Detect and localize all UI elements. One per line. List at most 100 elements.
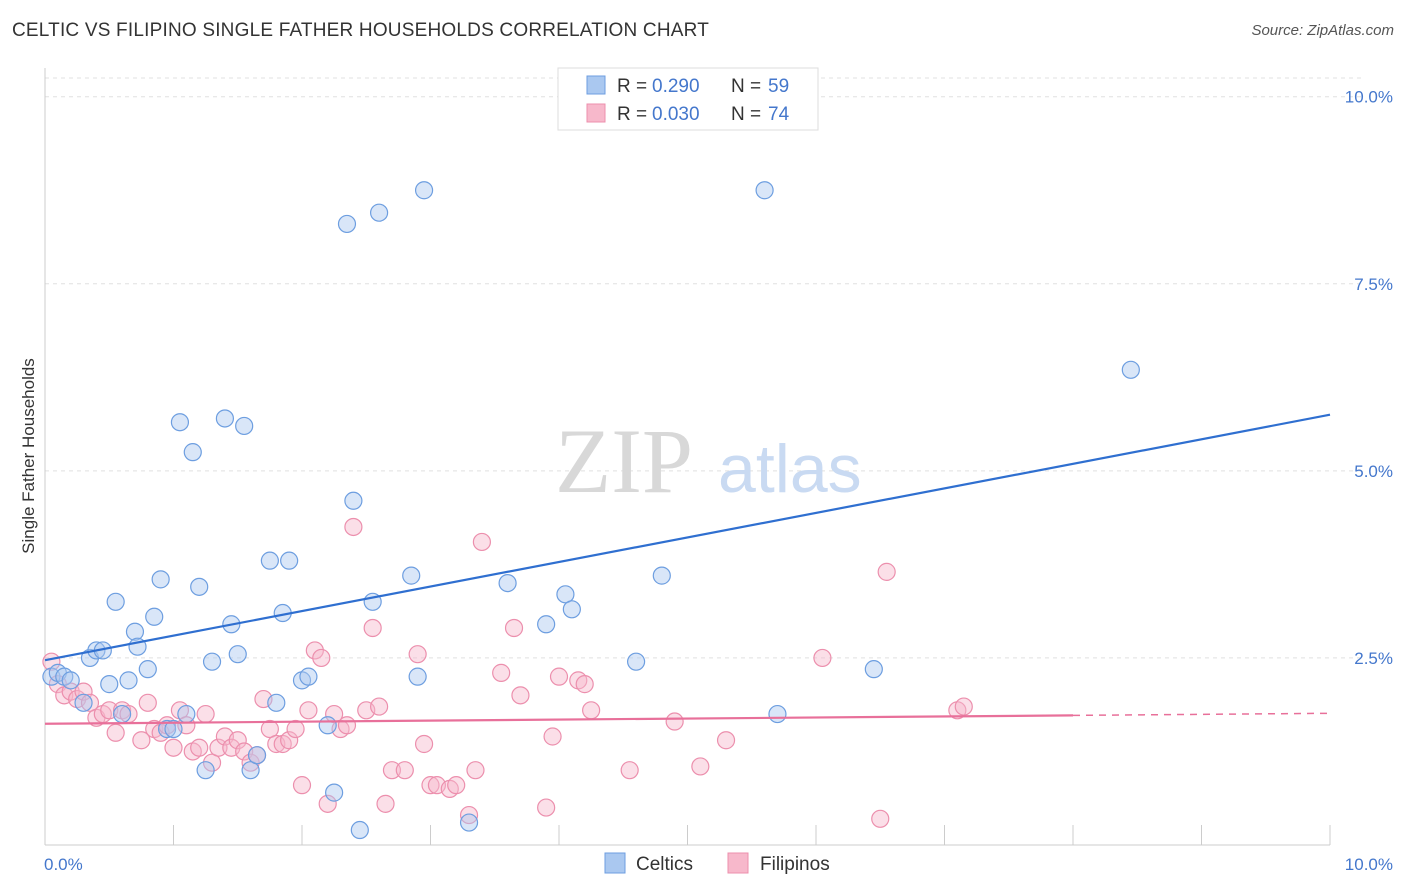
filipinos-point — [280, 731, 299, 750]
celtics-point — [864, 660, 883, 679]
filipinos-point — [370, 697, 389, 716]
filipinos-point — [492, 663, 511, 682]
filipinos-point — [620, 761, 639, 780]
filipinos-point — [138, 693, 157, 712]
filipinos-point — [408, 645, 427, 664]
filipinos-point — [241, 753, 260, 772]
chart-title: CELTIC VS FILIPINO SINGLE FATHER HOUSEHO… — [12, 20, 710, 41]
stats-n-label-filipinos: N = — [731, 104, 761, 125]
stats-r-label-filipinos: R = — [617, 104, 647, 125]
celtics-point — [157, 719, 177, 739]
filipinos-point — [954, 697, 973, 716]
celtics-point — [267, 693, 286, 712]
celtics-point — [151, 570, 170, 589]
legend-label-filipinos: Filipinos — [760, 854, 830, 875]
celtics-point — [325, 783, 344, 802]
celtics-point — [100, 675, 119, 694]
stats-r-value-celtics: 0.290 — [652, 76, 700, 97]
celtics-point — [228, 645, 247, 664]
filipinos-point — [106, 723, 125, 742]
filipinos-point — [202, 753, 222, 772]
x-tick-label: 10.0% — [1345, 855, 1393, 874]
filipinos-point — [164, 738, 183, 757]
filipinos-point — [382, 761, 402, 780]
y-axis-label: Single Father Households — [19, 358, 38, 554]
legend-swatch-filipinos — [727, 852, 749, 874]
y-tick-label: 2.5% — [1354, 649, 1393, 668]
filipinos-point — [447, 776, 466, 795]
filipinos-trend-line-dashed — [1072, 712, 1331, 717]
celtics-point — [562, 600, 581, 619]
filipinos-point — [292, 776, 312, 795]
celtics-point — [74, 693, 93, 712]
celtics-point — [215, 409, 234, 428]
filipinos-point — [472, 532, 491, 552]
celtics-point — [344, 491, 363, 510]
filipinos-point — [549, 667, 569, 686]
celtics-point — [177, 704, 196, 724]
celtics-point — [768, 704, 787, 724]
filipinos-point — [376, 794, 395, 813]
bottom-legend: Celtics Filipinos — [604, 852, 830, 875]
celtics-point — [196, 761, 215, 780]
filipinos-point — [582, 701, 601, 720]
celtics-point — [402, 566, 421, 585]
filipinos-point — [132, 731, 151, 750]
filipinos-point — [665, 712, 684, 731]
watermark-atlas: atlas — [718, 431, 862, 507]
filipinos-point — [363, 618, 382, 638]
stats-n-value-filipinos: 74 — [768, 104, 790, 125]
celtics-point — [318, 716, 337, 735]
filipinos-trend-line — [44, 714, 1074, 725]
filipinos-point — [459, 805, 479, 825]
filipinos-point — [691, 757, 710, 776]
celtics-point — [247, 746, 267, 765]
filipinos-point — [190, 738, 209, 757]
stats-legend: R = 0.290 N = 59 R = 0.030 N = 74 — [557, 67, 819, 131]
axes: 0.0% 10.0% — [44, 68, 1393, 874]
filipinos-point — [312, 648, 331, 668]
filipinos-point — [286, 719, 305, 739]
celtics-point — [183, 443, 202, 462]
stats-swatch-celtics — [586, 75, 606, 95]
celtics-point — [1121, 360, 1140, 379]
y-tick-label: 10.0% — [1345, 88, 1393, 107]
filipinos-point — [871, 809, 890, 828]
filipinos-point — [299, 701, 318, 720]
celtics-point — [337, 214, 357, 234]
filipinos-point — [716, 731, 736, 750]
stats-r-value-filipinos: 0.030 — [652, 104, 700, 125]
filipinos-point — [337, 716, 357, 735]
filipinos-point — [511, 686, 530, 705]
celtics-point — [626, 652, 646, 671]
celtics-point — [299, 667, 318, 686]
celtics-trend-line — [44, 413, 1331, 662]
filipinos-point — [196, 704, 215, 724]
filipinos-point — [80, 693, 100, 712]
watermark: ZIP atlas — [555, 410, 862, 512]
legend-swatch-celtics — [604, 852, 626, 874]
celtics-point — [459, 813, 479, 832]
celtics-point — [350, 820, 369, 840]
celtics-point — [755, 181, 774, 200]
source-label: Source: ZipAtlas.com — [1251, 22, 1394, 39]
celtics-point — [556, 585, 575, 604]
stats-n-value-celtics: 59 — [768, 76, 789, 97]
celtics-point — [125, 622, 145, 641]
celtics-point — [652, 566, 671, 585]
y-tick-label: 7.5% — [1354, 275, 1393, 294]
celtics-point — [370, 203, 389, 222]
celtics-point — [61, 671, 80, 690]
trend-lines — [44, 413, 1331, 725]
celtics-point — [235, 416, 254, 436]
filipinos-points — [42, 517, 973, 828]
filipinos-point — [466, 761, 485, 780]
filipinos-point — [260, 719, 279, 739]
watermark-zip: ZIP — [555, 410, 693, 512]
filipinos-point — [504, 618, 524, 638]
celtics-point — [190, 577, 209, 596]
stats-n-label-celtics: N = — [731, 76, 761, 97]
celtics-point — [202, 652, 222, 671]
stats-swatch-filipinos — [586, 103, 606, 123]
